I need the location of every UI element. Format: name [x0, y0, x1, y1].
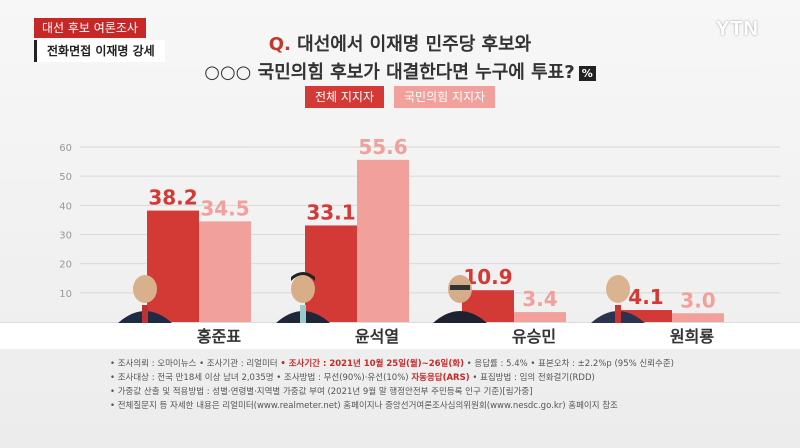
bar-윤석열-전체 지지자: [305, 225, 357, 322]
question-text-2: ○○○ 국민의힘 후보가 대결한다면 누구에 투표?: [204, 62, 575, 83]
bar-유승민-국민의힘 지지자: [514, 312, 566, 322]
category-label-홍준표: 홍준표: [197, 327, 241, 346]
category-label-원희룡: 원희룡: [670, 327, 714, 346]
candidate-photo-yoon: [276, 272, 330, 323]
question-line-1: Q. 대선에서 이재명 민주당 후보와: [0, 30, 800, 56]
y-tick-label-60: 60: [59, 143, 72, 154]
headline-tag: 대선 후보 여론조사: [34, 18, 146, 38]
notes-2a: • 조사대상 : 전국 만18세 이상 남녀 2,035명 • 조사방법 : 무…: [110, 373, 409, 383]
category-label-윤석열: 윤석열: [355, 327, 399, 346]
notes-line-2: • 조사대상 : 전국 만18세 이상 남녀 2,035명 • 조사방법 : 무…: [110, 371, 674, 385]
notes-line-4: • 전체질문지 등 자세한 내용은 리얼미터(www.realmeter.net…: [110, 401, 618, 411]
notes-1c: • 응답률 : 5.4% • 표본오차 : ±2.2%p (95% 신뢰수준): [466, 359, 674, 369]
legend-series-2: 국민의힘 지지자: [394, 86, 496, 108]
data-label-유승민-국민의힘 지지자: 3.4: [522, 287, 557, 311]
bar-홍준표-국민의힘 지지자: [199, 221, 251, 322]
question-line-2: ○○○ 국민의힘 후보가 대결한다면 누구에 투표?%: [0, 58, 800, 84]
data-label-홍준표-국민의힘 지지자: 34.5: [200, 196, 249, 220]
subheadline-tag: 전화면접 이재명 강세: [34, 40, 165, 62]
bar-원희룡-국민의힘 지지자: [672, 313, 724, 322]
notes-1b: • 조사기간 : 2021년 10월 25일(월)~26일(화): [280, 359, 464, 369]
question-prefix: Q.: [268, 34, 291, 55]
data-label-원희룡-전체 지지자: 4.1: [628, 285, 663, 309]
category-label-유승민: 유승민: [512, 327, 556, 346]
y-tick-label-10: 10: [59, 289, 72, 300]
notes-1a: • 조사의뢰 : 오마이뉴스 • 조사기관 : 리얼미터: [110, 359, 278, 369]
candidate-photo-won: [591, 275, 645, 323]
candidate-photo-hong: [118, 275, 172, 323]
y-tick-label-20: 20: [59, 260, 72, 271]
candidate-photo-yoo: [433, 275, 487, 323]
question-text-1: 대선에서 이재명 민주당 후보와: [297, 34, 532, 55]
bar-원희룡-전체 지지자: [620, 310, 672, 322]
notes-2b: 자동응답(ARS): [411, 373, 470, 383]
legend-series-1: 전체 지지자: [305, 86, 385, 108]
notes-line-1: • 조사의뢰 : 오마이뉴스 • 조사기관 : 리얼미터 • 조사기간 : 20…: [110, 357, 674, 371]
bar-윤석열-국민의힘 지지자: [357, 159, 409, 322]
ytn-logo: YTN: [716, 18, 759, 40]
candidate-name-strip: [0, 322, 800, 349]
data-label-윤석열-전체 지지자: 33.1: [306, 200, 355, 224]
y-tick-label-50: 50: [59, 172, 72, 183]
notes-2c: • 표집방법 : 임의 전화걸기(RDD): [472, 373, 595, 383]
data-label-홍준표-전체 지지자: 38.2: [148, 186, 197, 210]
y-tick-label-30: 30: [59, 231, 72, 242]
bar-홍준표-전체 지지자: [147, 210, 199, 322]
data-label-윤석열-국민의힘 지지자: 55.6: [358, 135, 407, 159]
survey-notes: • 조사의뢰 : 오마이뉴스 • 조사기관 : 리얼미터 • 조사기간 : 20…: [110, 357, 674, 413]
y-tick-label-40: 40: [59, 201, 72, 212]
data-label-원희룡-국민의힘 지지자: 3.0: [680, 288, 715, 312]
unit-badge: %: [578, 65, 596, 81]
notes-line-3: • 가중값 산출 및 적용방법 : 성별·연령별·지역별 가중값 부여 (202…: [110, 387, 533, 397]
